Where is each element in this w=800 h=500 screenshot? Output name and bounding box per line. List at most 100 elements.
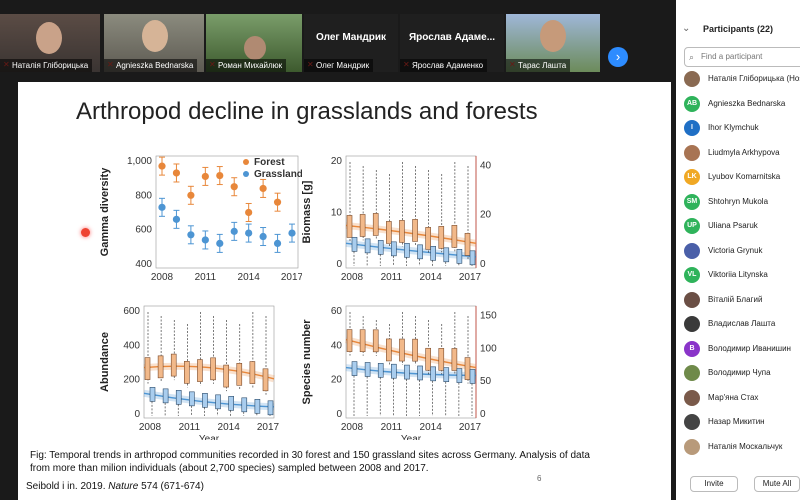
avatar: [684, 316, 700, 332]
data-point: [230, 183, 238, 191]
avatar: [684, 438, 700, 455]
participants-title: Participants (22): [702, 24, 774, 34]
y2-tick-label: 0: [480, 259, 486, 270]
box-forest: [399, 338, 405, 362]
box-grassland: [175, 390, 182, 405]
participant-row[interactable]: Наталія Москальчук: [684, 437, 800, 459]
avatar: [684, 144, 700, 161]
participant-row[interactable]: B Володимир Иванишин: [684, 339, 800, 361]
y-tick-label: 400: [123, 340, 140, 351]
box-forest: [412, 219, 418, 242]
y-tick-label: 20: [331, 375, 343, 386]
video-tile[interactable]: ✕ Agnieszka Bednarska: [104, 14, 204, 72]
x-tick-label: 2014: [218, 422, 241, 433]
collapse-icon[interactable]: ⌄: [682, 23, 691, 34]
box-grassland: [351, 361, 358, 376]
box-grassland: [469, 369, 476, 384]
avatar: [684, 365, 700, 381]
next-page-button[interactable]: ›: [608, 47, 628, 67]
find-participant-input[interactable]: ⌕ Find a participant: [684, 47, 800, 67]
box-forest: [412, 338, 418, 362]
box-forest: [249, 361, 256, 384]
participant-name: Наталія Москальчук: [708, 441, 783, 451]
video-tile-name: Agnieszka Bednarska: [104, 59, 198, 72]
video-tile[interactable]: ✕ Роман Михайлюк: [206, 14, 302, 72]
video-tile[interactable]: ✕ Наталія Гліборицька: [0, 14, 100, 72]
box-grassland: [417, 365, 423, 381]
participant-name: Shtohryn Mukola: [708, 196, 769, 206]
avatar: UP: [684, 218, 700, 234]
y-tick-label: 60: [331, 306, 343, 317]
participant-row[interactable]: VL Viktoriia Litynska: [684, 265, 800, 287]
box-grassland: [202, 393, 208, 408]
participant-name: Володимир Чупа: [708, 368, 771, 377]
participant-name: Agnieszka Bednarska: [708, 98, 786, 108]
avatar: B: [684, 340, 700, 357]
box-grassland: [417, 244, 423, 260]
x-tick-label: 2008: [341, 422, 364, 433]
participant-row[interactable]: SM Shtohryn Mukola: [684, 192, 800, 214]
data-point: [201, 172, 209, 181]
legend-marker: [243, 171, 249, 177]
x-tick-label: 2011: [381, 272, 403, 280]
box-grassland: [149, 387, 156, 402]
participant-row[interactable]: Мар'яна Стах: [684, 388, 800, 410]
box-forest: [184, 361, 190, 384]
box-grassland: [267, 400, 274, 416]
participant-row[interactable]: UP Uliana Psaruk: [684, 216, 800, 238]
box-forest: [425, 347, 431, 371]
chart-biomass: 0 10 20 0 20 40 2008 2011 2014 2017 Biomass [g]: [301, 155, 492, 280]
participant-row[interactable]: Володимир Чупа: [684, 363, 800, 385]
participant-name: Віталій Благий: [708, 294, 763, 304]
participant-row[interactable]: Владислав Лашта: [684, 314, 800, 336]
slide-page-number: 6: [537, 474, 542, 483]
y-tick-label: 600: [123, 306, 140, 317]
participant-row[interactable]: I Ihor Klymchuk: [684, 118, 800, 140]
participant-row[interactable]: LK Lyubov Komarnitska: [684, 167, 800, 189]
x-tick-label: 2011: [179, 422, 201, 433]
data-point: [187, 231, 195, 239]
box-forest: [236, 363, 243, 386]
shared-screen-slide: Arthropod decline in grasslands and fore…: [18, 82, 671, 500]
video-tile[interactable]: Ярослав Адаме... ✕ Ярослав Адаменко: [400, 14, 504, 72]
video-tile-name: Роман Михайлюк: [206, 59, 287, 72]
invite-button[interactable]: Invite: [690, 476, 738, 492]
avatar: AB: [684, 95, 700, 112]
y-tick-label: 600: [135, 225, 152, 236]
video-tile-name: Ярослав Адаменко: [400, 59, 488, 72]
video-tile[interactable]: ✕ Тарас Лашта: [506, 14, 600, 72]
x-tick-label: 2014: [420, 422, 443, 433]
mute-all-button[interactable]: Mute All: [754, 476, 800, 492]
participant-row[interactable]: Victoria Grynuk: [684, 241, 800, 263]
box-grassland: [456, 249, 463, 264]
x-axis-label: Year: [401, 434, 422, 440]
participant-row[interactable]: AB Agnieszka Bednarska: [684, 94, 800, 116]
box-grassland: [241, 397, 248, 413]
box-forest: [438, 226, 445, 249]
box-grassland: [228, 396, 234, 411]
data-point: [216, 239, 224, 247]
box-grassland: [456, 368, 463, 383]
box-forest: [399, 220, 405, 243]
box-grassland: [377, 240, 384, 255]
box-forest: [346, 329, 353, 352]
participant-name: Lyubov Komarnitska: [708, 172, 781, 181]
citation: Seibold i in. 2019. Nature 574 (671-674): [26, 481, 204, 492]
box-forest: [386, 221, 392, 244]
video-tile[interactable]: Олег Мандрик ✕ Олег Мандрик: [304, 14, 398, 72]
data-point: [245, 229, 253, 237]
box-grassland: [443, 367, 450, 382]
box-forest: [451, 348, 458, 371]
participant-row[interactable]: Liudmyla Arkhypova: [684, 143, 800, 165]
box-grassland: [391, 241, 397, 257]
box-forest: [359, 329, 366, 353]
box-forest: [157, 355, 164, 379]
citation-journal: Nature: [108, 481, 139, 492]
participant-row[interactable]: Назар Микитин: [684, 412, 800, 434]
participant-row[interactable]: Наталія Гліборицька (Host): [684, 69, 800, 91]
participant-row[interactable]: Віталій Благий: [684, 290, 800, 312]
participant-name: Владислав Лашта: [708, 319, 776, 328]
data-point: [158, 203, 166, 211]
box-forest: [359, 214, 366, 237]
